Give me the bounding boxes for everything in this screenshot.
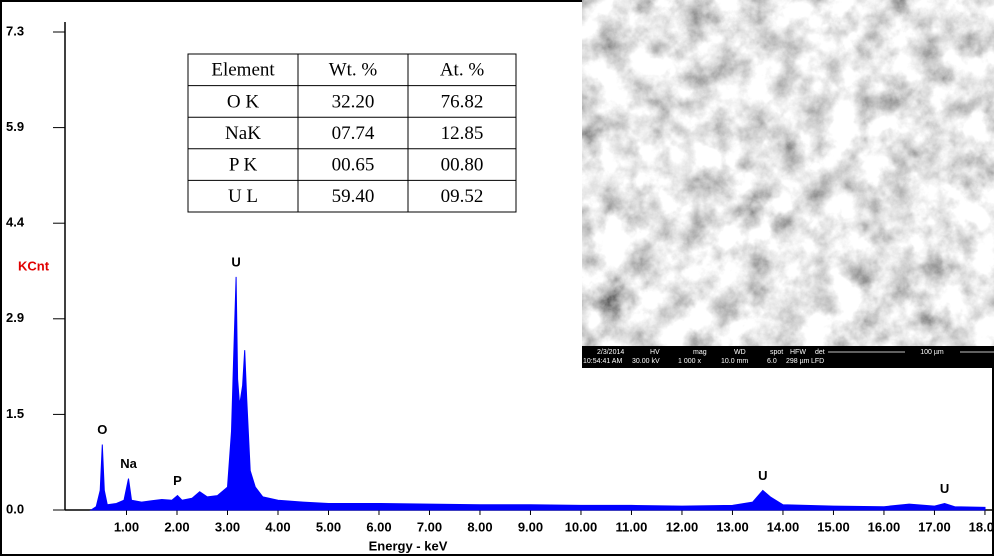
table-cell: 00.65 — [332, 155, 375, 176]
peak-label: U — [940, 481, 949, 496]
table-cell: O K — [227, 91, 259, 112]
info-bar — [582, 346, 994, 368]
x-tick-label: 7.00 — [417, 519, 442, 534]
sem-texture — [582, 0, 994, 346]
table-cell: 59.40 — [332, 186, 375, 207]
x-tick-label: 9.00 — [518, 519, 543, 534]
x-tick-label: 10.00 — [565, 519, 598, 534]
info-value: 10.0 mm — [721, 358, 748, 365]
y-axis-label: KCnt — [18, 258, 50, 273]
x-tick-label: 11.00 — [616, 519, 648, 534]
peak-label: O — [97, 422, 107, 437]
y-tick-label: 4.4 — [6, 215, 25, 230]
x-tick-label: 4.00 — [265, 519, 290, 534]
info-date: 2/3/2014 — [597, 349, 624, 356]
table-cell: 07.74 — [332, 123, 375, 144]
table-cell: 00.80 — [441, 155, 484, 176]
peak-label: Na — [120, 456, 137, 471]
peak-label: P — [173, 473, 182, 488]
sem-image: 2/3/2014 10:54:41 AM HV 30.00 kV mag 1 000 x W… — [582, 0, 994, 368]
y-tick-label: 2.9 — [6, 310, 24, 325]
x-axis-label: Energy - keV — [369, 538, 448, 553]
info-value: 298 µm — [786, 358, 810, 365]
info-time: 10:54:41 AM — [583, 358, 622, 365]
table-cell: 12.85 — [441, 123, 484, 144]
info-label: spot — [770, 349, 783, 356]
info-value: 30.00 kV — [632, 358, 660, 365]
x-tick-label: 12.00 — [666, 519, 699, 534]
table-cell: 09.52 — [441, 186, 484, 207]
x-tick-label: 5.00 — [316, 519, 341, 534]
table-cell: U L — [228, 186, 258, 207]
info-label: HV — [650, 349, 660, 356]
table-cell: P K — [229, 155, 258, 176]
table-cell: Wt. % — [329, 60, 378, 81]
table-cell: NaK — [225, 123, 261, 144]
spectrum — [89, 276, 986, 511]
y-tick-label: 7.3 — [6, 23, 24, 38]
y-tick-label: 5.9 — [6, 119, 24, 134]
y-tick-label: 0.0 — [6, 501, 24, 516]
info-value: 1 000 x — [678, 358, 701, 365]
table-cell: 76.82 — [441, 91, 484, 112]
x-tick-label: 18.00 — [969, 519, 994, 534]
x-tick-label: 6.00 — [366, 519, 391, 534]
table-cell: 32.20 — [332, 91, 375, 112]
x-tick-label: 14.00 — [767, 519, 800, 534]
x-tick-label: 13.00 — [716, 519, 749, 534]
peak-label: U — [758, 468, 767, 483]
table-cell: Element — [211, 60, 275, 81]
info-label: mag — [693, 349, 707, 356]
peak-label: U — [231, 254, 240, 269]
y-tick-label: 1.5 — [6, 406, 24, 421]
table-bg — [187, 53, 517, 213]
x-tick-label: 8.00 — [467, 519, 492, 534]
info-value: LFD — [811, 358, 824, 365]
x-tick-label: 2.00 — [164, 519, 189, 534]
info-label: det — [815, 349, 825, 356]
x-tick-label: 15.00 — [817, 519, 850, 534]
x-tick-label: 3.00 — [215, 519, 240, 534]
x-tick-label: 16.00 — [868, 519, 901, 534]
info-value: 6.0 — [767, 358, 777, 365]
info-label: HFW — [790, 349, 806, 356]
scale-label: 100 µm — [920, 349, 944, 356]
x-tick-label: 17.00 — [918, 519, 951, 534]
table-cell: At. % — [440, 60, 485, 81]
x-tick-label: 1.00 — [114, 519, 139, 534]
element-table: Element Wt. % At. % O K 32.20 76.82 NaK 07.74 12… — [187, 53, 517, 213]
info-label: WD — [734, 349, 746, 356]
